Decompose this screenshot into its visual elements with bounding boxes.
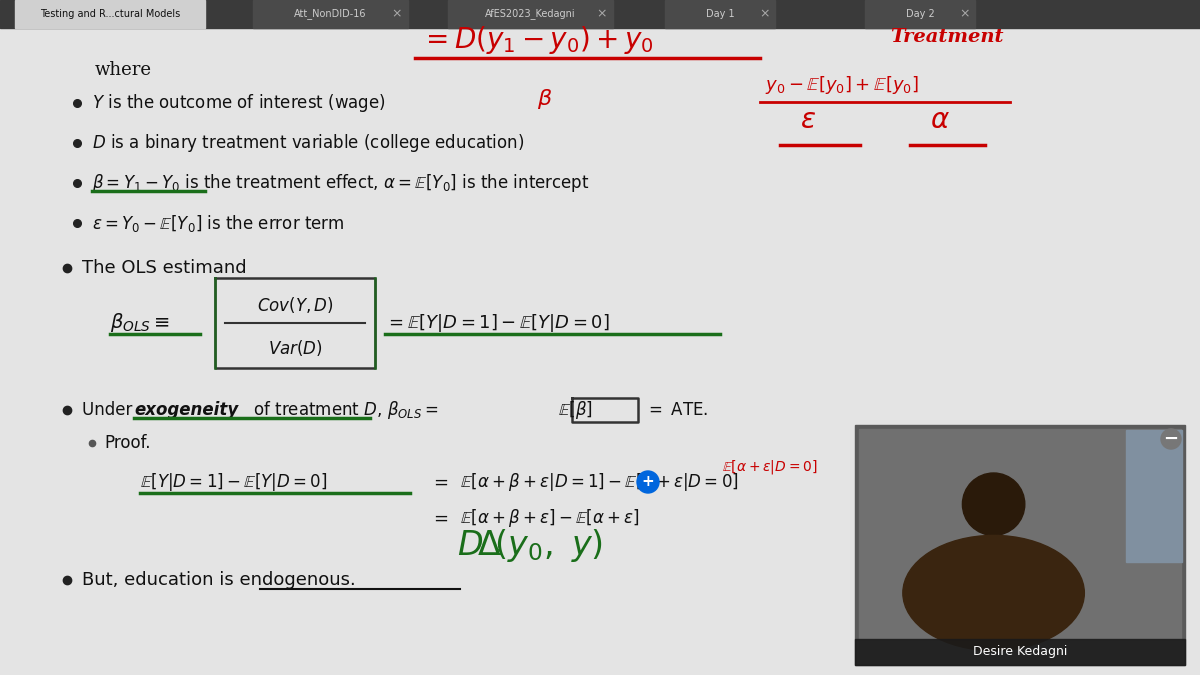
- Text: Day 1: Day 1: [706, 9, 734, 19]
- Text: $\varepsilon = Y_0 - \mathbb{E}[Y_0]$ is the error term: $\varepsilon = Y_0 - \mathbb{E}[Y_0]$ is…: [92, 213, 344, 234]
- Text: $Y$ is the outcome of interest (wage): $Y$ is the outcome of interest (wage): [92, 92, 385, 114]
- Bar: [14, 0, 205, 28]
- Bar: [665, 0, 775, 28]
- Text: Treatment: Treatment: [890, 28, 1003, 46]
- Text: $\mathbb{E}[\alpha + \varepsilon | D=0]$: $\mathbb{E}[\alpha + \varepsilon | D=0]$: [722, 458, 817, 475]
- Circle shape: [637, 471, 659, 493]
- Text: +: +: [642, 475, 654, 489]
- Text: ×: ×: [391, 7, 402, 20]
- Bar: [448, 0, 613, 28]
- Text: But, education is endogenous.: But, education is endogenous.: [82, 571, 355, 589]
- Text: Day 2: Day 2: [906, 9, 935, 19]
- Text: $= D(y_1 - y_0) + y_0$: $= D(y_1 - y_0) + y_0$: [420, 24, 654, 56]
- Text: $\mathbb{E}[\alpha + \beta + \varepsilon] - \mathbb{E}[\alpha + \varepsilon]$: $\mathbb{E}[\alpha + \beta + \varepsilon…: [460, 507, 640, 529]
- Text: −: −: [1164, 430, 1178, 448]
- Bar: [854, 425, 1186, 665]
- Text: $\beta = Y_1 - Y_0$ is the treatment effect, $\alpha = \mathbb{E}[Y_0]$ is the i: $\beta = Y_1 - Y_0$ is the treatment eff…: [92, 172, 589, 194]
- Circle shape: [1162, 429, 1181, 449]
- Text: $D\!\Delta\!(y_0,\ y)$: $D\!\Delta\!(y_0,\ y)$: [457, 527, 604, 564]
- Bar: [0, 0, 1200, 28]
- Text: The OLS estimand: The OLS estimand: [82, 259, 247, 277]
- Text: where: where: [95, 61, 152, 79]
- Text: $Var(D)$: $Var(D)$: [268, 338, 323, 358]
- Bar: [854, 639, 1186, 665]
- Text: $=$: $=$: [430, 473, 449, 491]
- Text: AfES2023_Kedagni: AfES2023_Kedagni: [485, 9, 575, 20]
- Text: ×: ×: [596, 7, 607, 20]
- Text: $=$: $=$: [430, 509, 449, 527]
- Text: $\mathbb{E}[\alpha + \beta + \varepsilon | D=1] - \mathbb{E}[\alpha + \varepsilo: $\mathbb{E}[\alpha + \beta + \varepsilon…: [460, 471, 739, 493]
- Text: $\beta$: $\beta$: [538, 87, 553, 111]
- Ellipse shape: [902, 535, 1085, 651]
- Text: $=$ ATE.: $=$ ATE.: [646, 401, 708, 419]
- Text: exogeneity: exogeneity: [134, 401, 239, 419]
- Text: Under: Under: [82, 401, 138, 419]
- Text: ×: ×: [960, 7, 971, 20]
- Bar: [1126, 430, 1182, 562]
- Text: $\mathbb{E}[Y|D=1] - \mathbb{E}[Y|D=0]$: $\mathbb{E}[Y|D=1] - \mathbb{E}[Y|D=0]$: [140, 471, 328, 493]
- Text: $= \mathbb{E}[Y|D=1] - \mathbb{E}[Y|D=0]$: $= \mathbb{E}[Y|D=1] - \mathbb{E}[Y|D=0]…: [385, 312, 610, 334]
- Text: $Cov(Y, D)$: $Cov(Y, D)$: [257, 295, 334, 315]
- Text: $y_0 - \mathbb{E}[y_0] + \mathbb{E}[y_0]$: $y_0 - \mathbb{E}[y_0] + \mathbb{E}[y_0]…: [766, 74, 919, 96]
- Text: $\alpha$: $\alpha$: [930, 106, 950, 134]
- Text: $\mathbb{E}[\beta]$: $\mathbb{E}[\beta]$: [558, 399, 593, 421]
- Text: Proof.: Proof.: [104, 434, 150, 452]
- Circle shape: [962, 473, 1025, 535]
- Text: Testing and R...ctural Models: Testing and R...ctural Models: [40, 9, 180, 19]
- Text: $\varepsilon$: $\varepsilon$: [800, 106, 816, 134]
- Bar: [865, 0, 974, 28]
- Text: ×: ×: [760, 7, 770, 20]
- Text: of treatment $D$, $\beta_{OLS} =$: of treatment $D$, $\beta_{OLS} =$: [248, 399, 444, 421]
- Text: Desire Kedagni: Desire Kedagni: [973, 645, 1067, 659]
- Text: Att_NonDID-16: Att_NonDID-16: [294, 9, 366, 20]
- Text: $\beta_{OLS} \equiv$: $\beta_{OLS} \equiv$: [110, 311, 170, 335]
- Bar: [253, 0, 408, 28]
- Bar: [859, 429, 1181, 639]
- Text: $D$ is a binary treatment variable (college education): $D$ is a binary treatment variable (coll…: [92, 132, 524, 154]
